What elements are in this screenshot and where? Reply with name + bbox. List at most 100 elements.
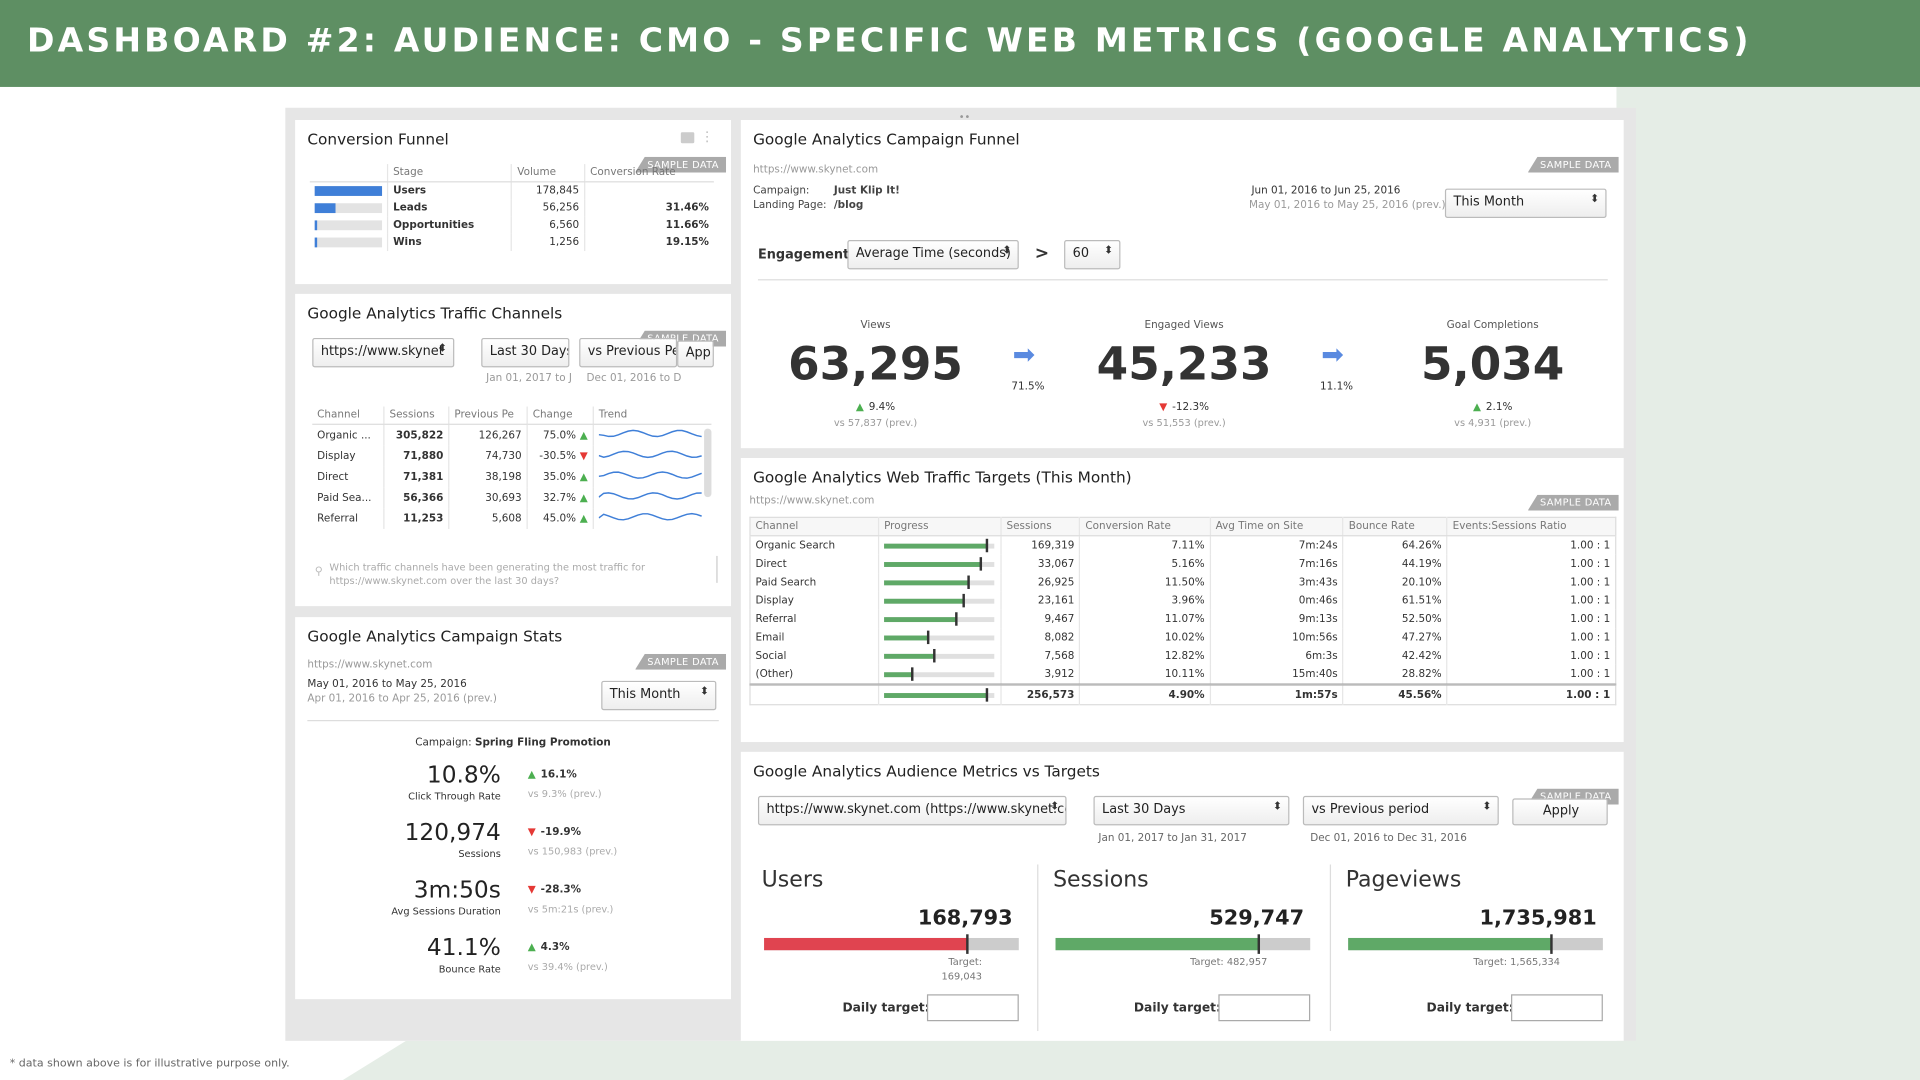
progress-marker xyxy=(955,612,958,626)
divider xyxy=(307,720,719,722)
metric-value: 529,747 xyxy=(1209,906,1305,931)
table-header: Channel Sessions Previous Pe Change Tren… xyxy=(312,406,712,425)
panel-title: Google Analytics Campaign Funnel xyxy=(753,129,1020,149)
sample-data-badge: SAMPLE DATA xyxy=(1527,156,1619,173)
target-bar xyxy=(1348,934,1603,954)
stat-prev: vs 9.3% (prev.) xyxy=(527,788,602,800)
table-row: Referral 11,253 5,608 45.0% ▲ xyxy=(312,508,711,529)
cell-conv: 7.11% xyxy=(1079,535,1211,555)
apply-button[interactable]: Apply xyxy=(1512,798,1608,826)
channel-prev: 5,608 xyxy=(448,508,528,529)
progress-track xyxy=(884,653,995,659)
stage-volume: 178,845 xyxy=(511,181,586,200)
step-conversion: 11.1% xyxy=(1320,380,1354,394)
cell-sessions: 8,082 xyxy=(1001,628,1081,647)
select-value: Last 30 Days xyxy=(489,344,570,359)
channel-change-cell: 32.7% ▲ xyxy=(527,487,594,509)
period-select[interactable]: This Month ⬍ xyxy=(1444,188,1607,218)
compare-select[interactable]: vs Previous Pe xyxy=(579,337,678,368)
period-select[interactable]: Last 30 Days xyxy=(481,337,570,368)
funnel-step-value: 5,034 xyxy=(1420,337,1565,391)
channel-name: Referral xyxy=(750,609,880,629)
cell-conv: 10.02% xyxy=(1079,628,1211,647)
progress-cell xyxy=(878,609,1002,629)
cell-ratio: 1.00 : 1 xyxy=(1570,612,1611,626)
compare-select[interactable]: vs Previous period ⬍ xyxy=(1302,795,1499,826)
campaign-stats-panel: Google Analytics Campaign Stats SAMPLE D… xyxy=(295,617,732,1000)
progress-cell xyxy=(878,554,1002,574)
progress-cell xyxy=(878,646,1002,665)
date-range-prev: Apr 01, 2016 to Apr 25, 2016 (prev.) xyxy=(307,693,497,706)
campaign-stat: 120,974 Sessions ▼ -19.9% vs 150,983 (prev.) xyxy=(295,819,731,873)
progress-bar xyxy=(884,648,995,663)
triangle-down-icon: ▼ xyxy=(579,450,588,463)
period-select[interactable]: Last 30 Days ⬍ xyxy=(1093,795,1290,826)
channel-change: 45.0% xyxy=(542,512,577,525)
campaign-label: Campaign: xyxy=(415,737,472,750)
greater-than: > xyxy=(1034,243,1050,264)
period-select[interactable]: This Month ⬍ xyxy=(601,680,717,711)
table-row: Direct 71,381 38,198 35.0% ▲ xyxy=(312,466,711,488)
landing-value: /blog xyxy=(833,199,864,212)
progress-bar xyxy=(884,557,995,571)
sample-data-badge: SAMPLE DATA xyxy=(635,653,727,670)
scrollbar[interactable] xyxy=(704,428,712,498)
triangle-up-icon: ▲ xyxy=(579,512,588,525)
channel-prev: 38,198 xyxy=(448,466,528,488)
campaign-label: Campaign: xyxy=(753,184,810,198)
stat-main: 120,974 Sessions xyxy=(295,819,501,873)
daily-target-input[interactable] xyxy=(1511,994,1603,1022)
cell-ratio: 1.00 : 1 xyxy=(1570,631,1611,644)
progress-bar xyxy=(884,630,995,645)
cell-conv: 3.96% xyxy=(1079,591,1211,610)
threshold-select[interactable]: 60 ⬍ xyxy=(1064,240,1121,270)
select-value: 60 xyxy=(1072,246,1090,261)
cell-bounce: 42.42% xyxy=(1343,646,1448,665)
cell-time: 9m:13s xyxy=(1210,609,1344,629)
stat-prev: vs 5m:21s (prev.) xyxy=(527,903,614,915)
target-marker xyxy=(1550,934,1553,954)
channel-change: 32.7% xyxy=(542,491,577,504)
drag-handle-icon[interactable]: •• xyxy=(958,111,971,123)
column-header: Sessions xyxy=(1001,517,1081,537)
more-options-icon[interactable]: ⋮ xyxy=(700,128,714,145)
channel-name: Referral xyxy=(312,508,385,529)
stat-change: ▼ -28.3% xyxy=(528,884,581,896)
metric-select[interactable]: Average Time (seconds) ⬍ xyxy=(847,240,1019,270)
funnel-bar-cell xyxy=(309,199,389,217)
funnel-step-change-value: 9.4% xyxy=(868,401,896,414)
insight-note: Which traffic channels have been generat… xyxy=(329,562,646,587)
comment-icon[interactable] xyxy=(680,132,695,144)
table-header: Channel Progress Sessions Conversion Rat… xyxy=(750,517,1616,537)
trend-cell xyxy=(593,487,711,508)
table-row: Social 7,568 12.82% 6m:3s 42.42% 1.00 : 1 xyxy=(750,646,1616,665)
apply-button[interactable]: App xyxy=(677,340,714,368)
progress-fill xyxy=(884,598,964,604)
table-row: Direct 33,067 5.16% 7m:16s 44.19% 1.00 : 1 xyxy=(750,554,1616,574)
campaign-value: Just Klip It! xyxy=(833,184,900,198)
stat-change-value: 4.3% xyxy=(540,941,570,954)
site-select[interactable]: https://www.skynet ⬍ xyxy=(312,337,455,368)
table-row: (Other) 3,912 10.11% 15m:40s 28.82% 1.00 : 1 xyxy=(750,664,1616,685)
site-select[interactable]: https://www.skynet.com (https://www.skyn… xyxy=(757,795,1067,826)
table-row: Opportunities 6,560 11.66% xyxy=(309,216,714,234)
daily-target-input[interactable] xyxy=(926,994,1019,1022)
triangle-down-icon: ▼ xyxy=(527,826,536,839)
traffic-targets-panel: Google Analytics Web Traffic Targets (Th… xyxy=(740,457,1624,743)
daily-target-input[interactable] xyxy=(1218,994,1311,1022)
stat-change: ▲ 4.3% xyxy=(528,942,570,954)
progress-marker xyxy=(979,557,983,571)
stat-prev: vs 150,983 (prev.) xyxy=(527,846,618,858)
progress-fill xyxy=(884,653,934,659)
stage-name: Users xyxy=(387,181,513,200)
funnel-step-change-value: 2.1% xyxy=(1485,401,1513,414)
channel-name: Organic ... xyxy=(312,424,385,446)
triangle-up-icon: ▲ xyxy=(855,401,864,414)
progress-fill xyxy=(884,672,912,678)
channel-change: 35.0% xyxy=(542,470,577,484)
triangle-down-icon: ▼ xyxy=(1159,401,1168,414)
select-value: Last 30 Days xyxy=(1102,802,1186,817)
sparkline xyxy=(598,429,702,438)
triangle-up-icon: ▲ xyxy=(579,491,588,504)
cell-time: 3m:43s xyxy=(1210,573,1344,592)
